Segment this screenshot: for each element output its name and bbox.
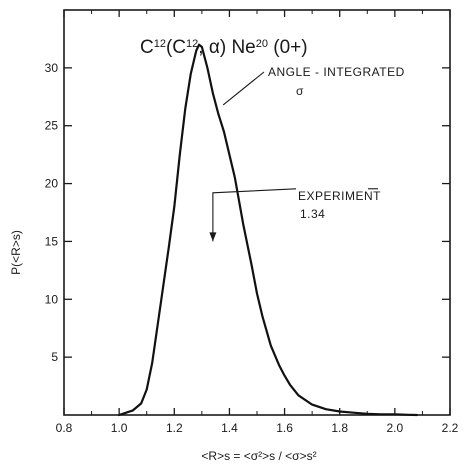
- annotation-label: 1.34: [300, 207, 325, 221]
- y-tick-label: 20: [45, 177, 59, 191]
- axis-labels: <R>s = <σ²>s / <σ>s² P(<R>s): [9, 230, 317, 463]
- series-layer: [117, 43, 418, 417]
- y-tick-label: 5: [51, 350, 58, 364]
- title-segment: (0+): [268, 37, 308, 58]
- annotations: ANGLE - INTEGRATED σ EXPERIMENT 1.34: [209, 65, 405, 242]
- chart-title-text: C12(C12, α) Ne20 (0+): [140, 37, 308, 58]
- x-tick-label: 1.6: [276, 421, 293, 435]
- title-superscript: 20: [256, 38, 268, 50]
- y-tick-label: 15: [45, 234, 59, 248]
- title-superscript: 12: [154, 38, 166, 50]
- y-tick-label: 30: [45, 61, 59, 75]
- title-segment: (C: [166, 37, 186, 58]
- title-superscript: 12: [186, 38, 198, 50]
- axis-ticks: [63, 10, 451, 415]
- x-tick-label: 1.8: [331, 421, 348, 435]
- annotation-label: EXPERIMENT: [298, 189, 381, 203]
- y-tick-label: 25: [45, 119, 59, 133]
- annotation-label: σ: [296, 84, 304, 98]
- title-segment: , α) Ne: [198, 37, 255, 58]
- title-segment: C: [140, 37, 154, 58]
- series-line: [117, 43, 418, 417]
- y-axis-label: P(<R>s): [9, 230, 23, 275]
- annotation-arrow-line: [212, 188, 297, 242]
- x-tick-label: 1.2: [166, 421, 183, 435]
- x-axis-label: <R>s = <σ²>s / <σ>s²: [201, 449, 316, 463]
- annotation-label: ANGLE - INTEGRATED: [268, 65, 405, 79]
- arrow-head-icon: [209, 232, 217, 242]
- x-tick-label: 2.0: [387, 421, 404, 435]
- chart-title: C12(C12, α) Ne20 (0+): [140, 37, 308, 58]
- x-tick-label: 2.2: [442, 421, 459, 435]
- annotation-leader: [222, 71, 265, 106]
- x-tick-label: 0.8: [56, 421, 73, 435]
- x-tick-label: 1.0: [111, 421, 128, 435]
- y-tick-label: 10: [45, 292, 59, 306]
- x-tick-label: 1.4: [221, 421, 238, 435]
- tick-labels: 0.8 1.0 1.2 1.4 1.6 1.8 2.0 2.2 5 10 15 20 25 30: [45, 61, 459, 435]
